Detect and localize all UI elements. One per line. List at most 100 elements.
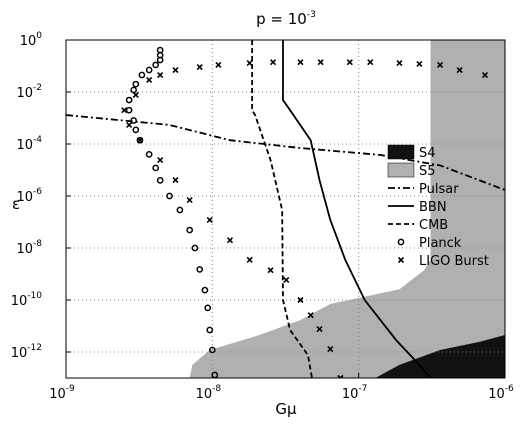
tick-exponent: 0: [36, 31, 42, 41]
marker: [208, 346, 216, 354]
marker: [201, 286, 209, 294]
marker: [132, 91, 139, 99]
line: [66, 114, 505, 191]
marker: [136, 136, 144, 144]
tick-base: 10: [488, 387, 505, 402]
tick-base: 10: [196, 387, 213, 402]
y-tick-label: 10-8: [16, 239, 42, 257]
y-tick-label: 10-2: [16, 83, 42, 101]
marker: [196, 63, 203, 71]
marker: [416, 60, 423, 68]
plot-frame: [65, 39, 506, 379]
tick-exponent: -6: [505, 384, 514, 394]
y-axis-label: ε: [12, 195, 20, 213]
y-tick-label: 10-4: [16, 135, 42, 153]
marker: [215, 61, 222, 68]
marker: [437, 61, 444, 68]
marker: [172, 177, 179, 184]
marker: [138, 71, 146, 79]
marker: [196, 266, 204, 273]
marker: [346, 59, 353, 66]
marker: [317, 59, 324, 66]
marker: [145, 66, 153, 74]
tick-exponent: -8: [33, 239, 42, 249]
marker: [327, 345, 334, 353]
marker: [157, 157, 164, 164]
y-tick-label: 10-6: [16, 187, 42, 205]
marker: [125, 106, 133, 114]
marker: [297, 59, 304, 66]
tick-base: 10: [11, 294, 28, 309]
tick-base: 10: [49, 387, 66, 402]
title-exponent: -3: [307, 10, 316, 20]
tick-base: 10: [16, 86, 33, 101]
marker: [172, 66, 179, 74]
tick-exponent: -7: [358, 384, 367, 394]
legend-label: Pulsar: [419, 182, 459, 197]
marker: [269, 59, 277, 66]
marker: [297, 296, 304, 304]
legend-label: S4: [419, 146, 436, 161]
tick-base: 10: [11, 346, 28, 361]
x-tick-label: 10-7: [342, 384, 368, 402]
x-axis-label: Gμ: [275, 400, 297, 418]
marker: [307, 312, 314, 319]
plot: [66, 40, 505, 378]
tick-exponent: -12: [27, 343, 42, 353]
marker: [191, 244, 199, 252]
legend-swatch: [397, 238, 405, 246]
legend-swatch: [387, 144, 415, 160]
legend-label: S5: [419, 164, 436, 179]
marker: [152, 164, 160, 172]
marker: [156, 56, 164, 64]
region: [375, 335, 505, 378]
marker: [186, 226, 194, 234]
marker: [126, 121, 133, 129]
marker: [283, 276, 290, 284]
marker: [456, 66, 463, 74]
marker: [156, 176, 164, 184]
marker: [337, 374, 344, 378]
legend-swatch: [387, 162, 415, 178]
marker: [130, 117, 138, 124]
marker: [136, 137, 143, 144]
marker: [267, 267, 274, 274]
x-tick-label: 10-9: [49, 384, 75, 402]
marker: [125, 96, 133, 104]
marker: [121, 107, 128, 114]
chart-title: p = 10-3: [256, 10, 316, 28]
region: [189, 40, 505, 378]
tick-base: 10: [20, 34, 37, 49]
tick-exponent: -8: [212, 384, 221, 394]
tick-exponent: -9: [66, 384, 75, 394]
tick-exponent: -6: [33, 187, 42, 197]
tick-exponent: -2: [33, 83, 42, 93]
y-tick-label: 10-10: [11, 291, 43, 309]
marker: [481, 71, 489, 79]
marker: [246, 256, 253, 263]
x-tick-label: 10-6: [488, 384, 514, 402]
marker: [166, 192, 173, 200]
marker: [132, 80, 140, 88]
tick-base: 10: [16, 190, 33, 205]
tick-exponent: -10: [27, 291, 42, 301]
x-tick-label: 10-8: [196, 384, 222, 402]
legend-swatch: [397, 256, 405, 264]
marker: [396, 59, 403, 67]
line: [282, 40, 432, 378]
marker: [145, 150, 153, 158]
marker: [246, 59, 253, 67]
line: [251, 40, 313, 378]
marker: [157, 71, 164, 79]
tick-exponent: -4: [33, 135, 42, 145]
marker: [316, 326, 323, 333]
marker: [186, 196, 193, 204]
legend-label: CMB: [419, 218, 448, 233]
marker: [176, 206, 184, 214]
marker: [152, 61, 160, 69]
marker: [226, 237, 234, 244]
tick-base: 10: [16, 138, 33, 153]
title-base: p = 10: [256, 10, 307, 28]
